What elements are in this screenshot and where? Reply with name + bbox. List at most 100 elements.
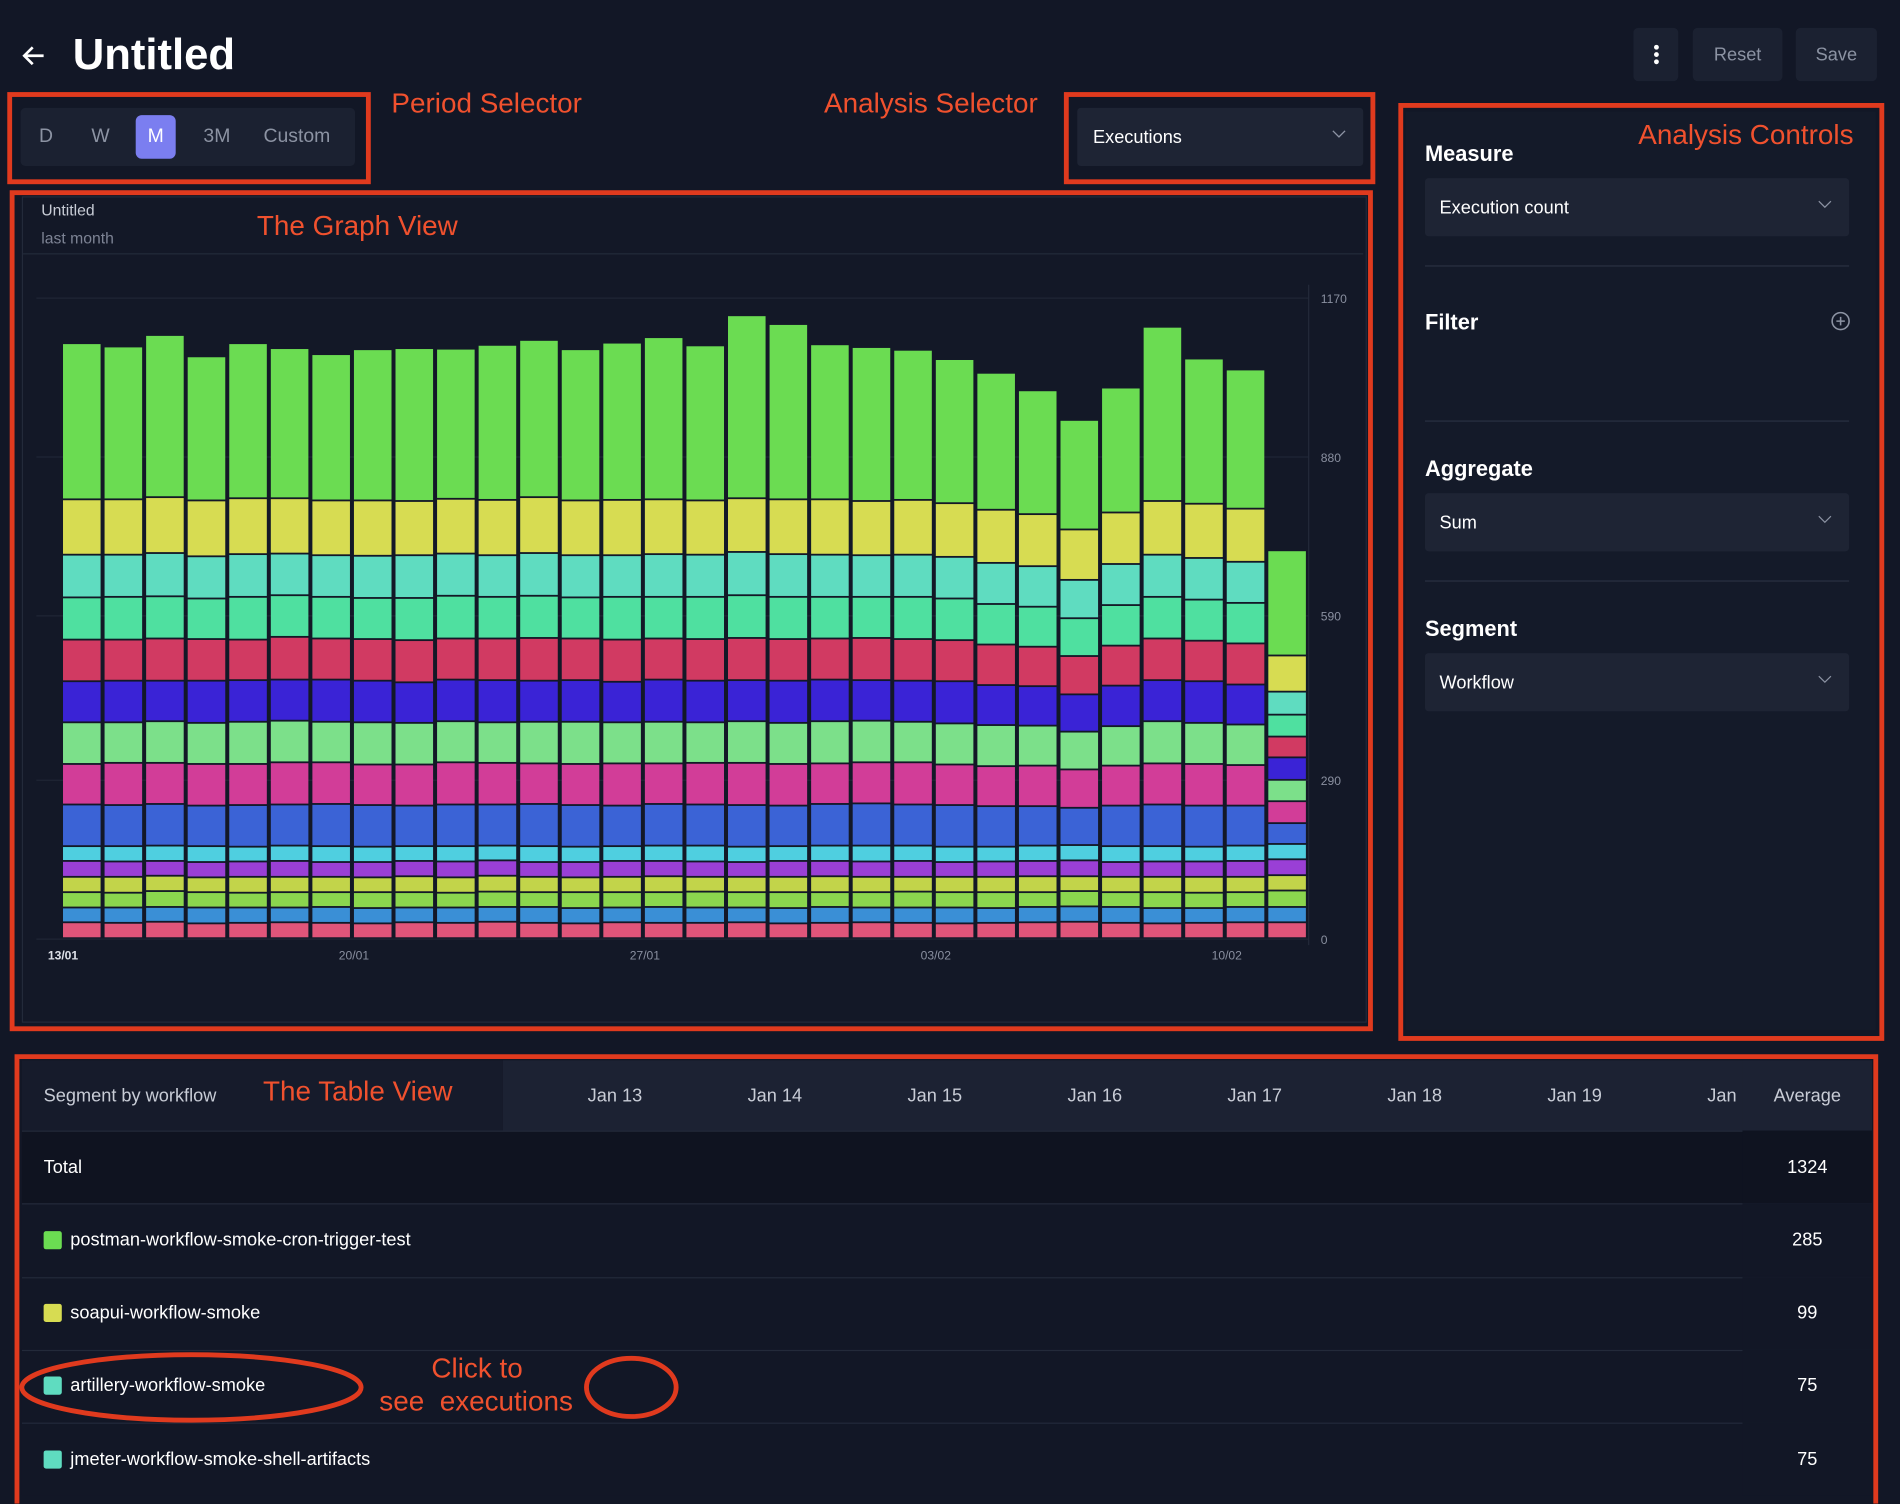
bar-segment bbox=[395, 501, 434, 555]
bar-segment bbox=[312, 355, 350, 500]
bar-segment bbox=[63, 555, 101, 597]
bar-segment bbox=[894, 500, 932, 554]
bar-segment bbox=[63, 500, 101, 554]
chevron-path bbox=[1818, 675, 1832, 684]
bar-segment bbox=[769, 324, 808, 499]
bar-segment bbox=[1226, 893, 1265, 907]
row-label[interactable]: jmeter-workflow-smoke-shell-artifacts bbox=[70, 1448, 371, 1470]
bar-segment bbox=[769, 908, 808, 923]
bar-segment bbox=[1143, 764, 1182, 804]
row-label[interactable]: soapui-workflow-smoke bbox=[70, 1302, 261, 1324]
bar-segment bbox=[1226, 725, 1265, 765]
bar-segment bbox=[603, 640, 641, 681]
bar-segment bbox=[270, 846, 309, 861]
bar-segment bbox=[1060, 877, 1099, 891]
bar-segment bbox=[63, 344, 101, 499]
bar-segment bbox=[146, 639, 184, 680]
bar-segment bbox=[1226, 861, 1265, 876]
bar-segment bbox=[63, 923, 101, 938]
bar-segment bbox=[63, 764, 101, 804]
bar-segment bbox=[1226, 806, 1265, 845]
bar-segment bbox=[478, 805, 517, 845]
bar-segment bbox=[229, 893, 267, 907]
bar-segment bbox=[146, 763, 184, 804]
bar-segment bbox=[1226, 923, 1265, 938]
control-dropdown[interactable]: Sum bbox=[1424, 493, 1850, 552]
bar-segment bbox=[977, 685, 1015, 725]
bar-segment bbox=[935, 504, 974, 556]
row-label[interactable]: Total bbox=[43, 1156, 83, 1178]
bar-segment bbox=[63, 723, 101, 764]
bar-segment bbox=[769, 893, 808, 908]
bar-segment bbox=[561, 893, 600, 908]
bar-segment bbox=[1143, 501, 1182, 554]
menu-button[interactable] bbox=[1633, 27, 1679, 82]
bar-segment bbox=[728, 681, 766, 721]
period-option[interactable]: Custom bbox=[263, 126, 331, 147]
annotation: Click to bbox=[431, 1352, 523, 1384]
period-option[interactable]: M bbox=[135, 115, 176, 159]
bar-segment bbox=[977, 807, 1015, 846]
bar-segment bbox=[686, 723, 725, 762]
bar-segment bbox=[728, 923, 766, 938]
control-dropdown[interactable]: Execution count bbox=[1424, 178, 1850, 237]
y-tick-label: 0 bbox=[1321, 933, 1328, 947]
bar-segment bbox=[187, 764, 226, 805]
bar-segment bbox=[1060, 695, 1099, 731]
reset-button[interactable]: Reset bbox=[1692, 27, 1783, 82]
bar-segment bbox=[229, 764, 267, 805]
bar-segment bbox=[270, 721, 309, 762]
bar-segment bbox=[395, 765, 434, 805]
period-option[interactable]: D bbox=[39, 126, 54, 147]
bar-segment bbox=[935, 805, 974, 846]
row-swatch bbox=[43, 1303, 62, 1323]
bar-segment bbox=[603, 806, 641, 846]
annotation: Period Selector bbox=[391, 87, 582, 119]
bar-segment bbox=[977, 645, 1015, 685]
period-option[interactable]: W bbox=[91, 126, 110, 147]
bar-segment bbox=[811, 345, 849, 499]
bar-segment bbox=[1143, 908, 1182, 923]
bar-segment bbox=[894, 722, 932, 762]
bar-segment bbox=[644, 639, 683, 679]
add-filter-icon[interactable] bbox=[1830, 310, 1852, 332]
control-dropdown[interactable]: Workflow bbox=[1424, 653, 1850, 712]
bar-segment bbox=[686, 846, 725, 861]
bar-segment bbox=[312, 847, 350, 862]
back-arrow[interactable] bbox=[19, 41, 48, 70]
bar-segment bbox=[478, 763, 517, 804]
row-label[interactable]: artillery-workflow-smoke bbox=[70, 1375, 266, 1397]
bar-segment bbox=[353, 639, 392, 680]
bar-segment bbox=[686, 346, 725, 500]
bar-segment bbox=[1102, 923, 1140, 938]
control-value: Workflow bbox=[1439, 671, 1514, 693]
bar-segment bbox=[437, 805, 475, 846]
bar-segment bbox=[104, 347, 143, 499]
bar-segment bbox=[894, 892, 932, 907]
bar-segment bbox=[1185, 908, 1223, 922]
bar-segment bbox=[769, 924, 808, 938]
bar-segment bbox=[1268, 907, 1306, 922]
save-button[interactable]: Save bbox=[1795, 27, 1877, 82]
row-label[interactable]: postman-workflow-smoke-cron-trigger-test bbox=[70, 1229, 411, 1251]
analysis-dropdown[interactable]: Executions bbox=[1077, 107, 1364, 167]
bar-segment bbox=[1226, 846, 1265, 861]
row-label-cell: soapui-workflow-smoke bbox=[43, 1277, 261, 1350]
bar-segment bbox=[1060, 580, 1099, 618]
table: Segment by workflow Jan 13 Jan 14 Jan 15 Jan… bbox=[21, 1060, 1873, 1503]
period-option[interactable]: 3M bbox=[203, 126, 231, 147]
bar-segment bbox=[894, 597, 932, 639]
bar-segment bbox=[395, 877, 434, 892]
bar-segment bbox=[229, 847, 267, 861]
control-separator bbox=[1424, 420, 1850, 422]
bar-segment bbox=[1185, 682, 1223, 722]
bar-segment bbox=[1226, 685, 1265, 724]
bar-segment bbox=[852, 846, 891, 861]
bar-segment bbox=[229, 805, 267, 846]
bar-segment bbox=[1102, 862, 1140, 876]
bar-segment bbox=[63, 847, 101, 861]
bar-segment bbox=[520, 638, 558, 680]
bar-segment bbox=[728, 596, 766, 638]
bar-segment bbox=[852, 638, 891, 680]
bar-segment bbox=[395, 556, 434, 598]
